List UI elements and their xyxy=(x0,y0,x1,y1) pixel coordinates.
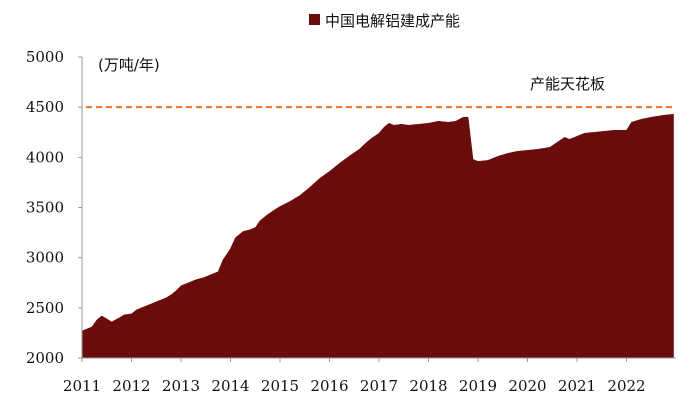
y-tick-label: 3000 xyxy=(26,249,64,267)
x-tick-label: 2020 xyxy=(508,377,546,395)
x-tick-label: 2012 xyxy=(112,377,150,395)
y-tick-label: 3500 xyxy=(26,199,64,217)
x-tick-label: 2014 xyxy=(211,377,249,395)
x-tick-label: 2016 xyxy=(310,377,348,395)
area-series-0 xyxy=(81,113,674,359)
x-tick-label: 2019 xyxy=(459,377,497,395)
y-tick-label: 2000 xyxy=(26,349,64,367)
unit-label: (万吨/年) xyxy=(98,56,160,74)
x-tick-label: 2011 xyxy=(63,377,101,395)
x-tick-label: 2015 xyxy=(261,377,299,395)
y-tick-label: 2500 xyxy=(26,299,64,317)
y-tick-label: 5000 xyxy=(26,48,64,66)
x-tick-label: 2017 xyxy=(360,377,398,395)
y-tick-label: 4500 xyxy=(26,98,64,116)
ceiling-label: 产能天花板 xyxy=(530,75,605,93)
legend-label: 中国电解铝建成产能 xyxy=(325,12,460,30)
legend-swatch xyxy=(309,14,320,25)
x-tick-label: 2022 xyxy=(607,377,645,395)
x-tick-label: 2018 xyxy=(409,377,447,395)
y-tick-label: 4000 xyxy=(26,148,64,166)
x-tick-label: 2021 xyxy=(558,377,596,395)
x-tick-label: 2013 xyxy=(162,377,200,395)
